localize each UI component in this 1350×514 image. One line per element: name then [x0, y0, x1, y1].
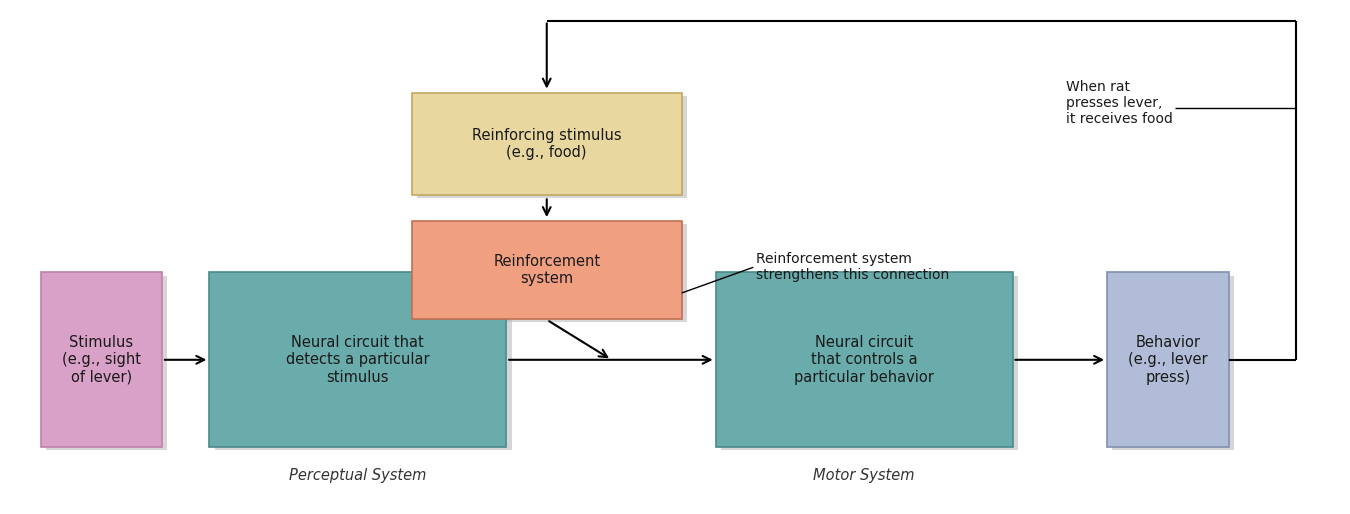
FancyBboxPatch shape [412, 221, 682, 319]
Text: Motor System: Motor System [813, 468, 915, 483]
FancyBboxPatch shape [215, 276, 512, 450]
FancyBboxPatch shape [209, 272, 506, 447]
FancyBboxPatch shape [46, 276, 167, 450]
FancyBboxPatch shape [1112, 276, 1234, 450]
Text: Neural circuit
that controls a
particular behavior: Neural circuit that controls a particula… [794, 335, 934, 384]
Text: Reinforcing stimulus
(e.g., food): Reinforcing stimulus (e.g., food) [472, 127, 621, 160]
Text: Perceptual System: Perceptual System [289, 468, 427, 483]
FancyBboxPatch shape [40, 272, 162, 447]
FancyBboxPatch shape [721, 276, 1018, 450]
FancyBboxPatch shape [417, 96, 687, 198]
Text: Behavior
(e.g., lever
press): Behavior (e.g., lever press) [1129, 335, 1207, 384]
FancyBboxPatch shape [716, 272, 1012, 447]
Text: When rat
presses lever,
it receives food: When rat presses lever, it receives food [1066, 80, 1173, 126]
Text: Stimulus
(e.g., sight
of lever): Stimulus (e.g., sight of lever) [62, 335, 140, 384]
Text: Neural circuit that
detects a particular
stimulus: Neural circuit that detects a particular… [286, 335, 429, 384]
FancyBboxPatch shape [412, 93, 682, 195]
Text: Reinforcement
system: Reinforcement system [493, 253, 601, 286]
FancyBboxPatch shape [417, 224, 687, 322]
FancyBboxPatch shape [1107, 272, 1228, 447]
Text: Reinforcement system
strengthens this connection: Reinforcement system strengthens this co… [756, 252, 949, 282]
